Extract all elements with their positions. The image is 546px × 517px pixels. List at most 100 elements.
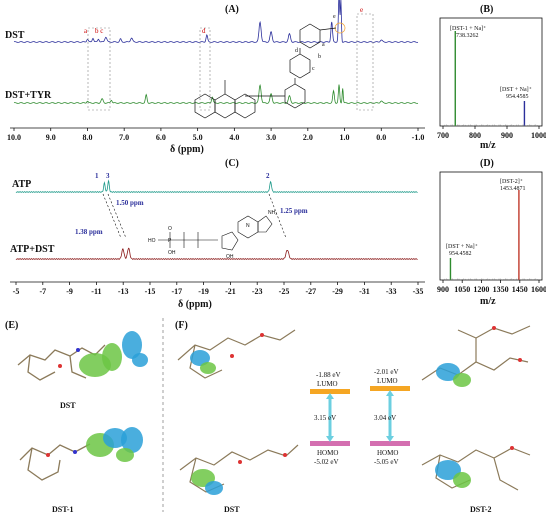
axis-c-tick-label: -9 — [66, 287, 73, 296]
highlight-box-e — [356, 13, 374, 111]
dst-lumo-bar — [310, 389, 350, 394]
dst-orbital-model — [17, 331, 148, 381]
axis-a-tick-label: 1.0 — [340, 133, 350, 142]
panel-a-label: (A) — [225, 4, 239, 15]
peak-d-marker: d — [202, 27, 206, 35]
trace-atp-dst-label: ATP+DST — [10, 244, 55, 255]
atp-structure — [158, 215, 273, 251]
dst2-homo-label: HOMO — [377, 449, 398, 457]
axis-c-tick-label: -35 — [413, 287, 424, 296]
axis-d-tick-label: 1600 — [531, 285, 546, 294]
axis-a-tick-label: 4.0 — [229, 133, 239, 142]
axis-a-tick-label: 9.0 — [46, 133, 56, 142]
axis-c-tick-label: -23 — [252, 287, 263, 296]
struct-letter-e: e — [333, 14, 336, 20]
dst-structure — [194, 22, 346, 119]
axis-c-ticks: -5 -7 -9 -11 -13 -15 -17 -19 -21 -23 -25 -27 -29 -31 -… — [13, 282, 424, 296]
ms-b-peaks — [444, 31, 538, 126]
dst2-lumo-energy: -2.01 eV — [374, 368, 399, 376]
axis-a-tick-label: 10.0 — [7, 133, 21, 142]
axis-b-tick-label: 700 — [437, 131, 449, 140]
axis-b-ticks: 700 800 900 1000 — [437, 126, 546, 140]
atp-oh: OH — [168, 250, 176, 256]
peak-e-marker: e — [360, 6, 363, 14]
dst-tyr-nmr-trace — [13, 83, 419, 104]
dst-lumo-energy: -1.88 eV — [316, 371, 341, 379]
axis-d-tick-label: 1200 — [473, 285, 489, 294]
ms-d-ion1: [DST + Na]⁺ — [446, 243, 478, 250]
axis-d-label: m/z — [480, 296, 496, 307]
atp-31p-trace — [15, 179, 418, 193]
trace-atp-label: ATP — [12, 179, 31, 190]
atp-ho: HO — [148, 238, 156, 244]
dst1-orbital-model — [19, 427, 143, 481]
dst-homo-model — [179, 444, 299, 495]
axis-c-tick-label: -25 — [279, 287, 290, 296]
axis-c-tick-label: -31 — [359, 287, 370, 296]
shift-line-2 — [268, 193, 287, 239]
ms-b-ion1: [DST-1 + Na]⁺ — [450, 25, 486, 32]
peak-1-label: 1 — [95, 172, 99, 180]
ms-d-peaks — [444, 190, 538, 280]
trace-dst-tyr-label: DST+TYR — [5, 90, 52, 101]
axis-a-tick-label: 8.0 — [82, 133, 92, 142]
trace-dst-label: DST — [5, 30, 25, 41]
peak-3-label: 3 — [106, 172, 110, 180]
ms-d-ion2: [DST-2]⁺ — [500, 178, 523, 185]
struct-letter-b: b — [318, 54, 321, 60]
axis-c-tick-label: -7 — [39, 287, 46, 296]
struct-letter-c: c — [312, 66, 315, 72]
axis-c-tick-label: -17 — [171, 287, 182, 296]
dst2-homo-bar — [370, 441, 410, 446]
axis-a-tick-label: -1.0 — [412, 133, 425, 142]
atp-p: P — [168, 238, 172, 244]
f-dst2-name: DST-2 — [470, 505, 492, 514]
e-dst-name: DST — [60, 401, 76, 410]
axis-a-tick-label: 5.0 — [193, 133, 203, 142]
axis-a-tick-label: 2.0 — [303, 133, 313, 142]
shift-2-label: 1.25 ppm — [280, 207, 308, 215]
axis-a-tick-label: 6.0 — [156, 133, 166, 142]
struct-letter-d: d — [295, 48, 298, 54]
dst2-homo-model — [421, 446, 531, 491]
dst2-gap-label: 3.04 eV — [374, 414, 396, 422]
ms-d-ion2-mz: 1453.4871 — [500, 186, 526, 192]
axis-d-tick-label: 1350 — [493, 285, 509, 294]
dst-homo-energy: -5.02 eV — [314, 458, 339, 466]
panel-d-frame — [439, 171, 543, 281]
peak-a-marker: a — [84, 27, 88, 35]
axis-d-tick-label: 1050 — [454, 285, 470, 294]
axis-c-tick-label: -21 — [225, 287, 236, 296]
axis-a-tick-label: 3.0 — [266, 133, 276, 142]
dst-gap-label: 3.15 eV — [314, 414, 336, 422]
axis-b-tick-label: 800 — [469, 131, 481, 140]
ms-d-ion1-mz: 954.4582 — [449, 251, 472, 257]
dst-homo-bar — [310, 441, 350, 446]
dst2-lumo-model — [421, 325, 531, 387]
axis-a-label: δ (ppm) — [170, 144, 204, 155]
axis-c-tick-label: -13 — [118, 287, 129, 296]
atp-nh2: NH₂ — [268, 210, 277, 216]
axis-c-tick-label: -29 — [332, 287, 343, 296]
axis-a-tick-label: 7.0 — [119, 133, 129, 142]
dst-lumo-model — [177, 329, 296, 379]
ms-b-ion2-mz: 954.4585 — [506, 94, 529, 100]
dst2-homo-energy: -5.05 eV — [374, 458, 399, 466]
panel-d-label: (D) — [480, 158, 494, 169]
atp-o: O — [168, 226, 172, 232]
panel-f-label: (F) — [175, 320, 188, 331]
e-dst1-name: DST-1 — [52, 505, 74, 514]
axis-d-tick-label: 900 — [437, 285, 449, 294]
f-dst-name: DST — [224, 505, 240, 514]
peak-2-label: 2 — [266, 172, 270, 180]
dst-nmr-trace — [13, 0, 419, 43]
axis-c-tick-label: -11 — [91, 287, 101, 296]
dst-lumo-label: LUMO — [317, 380, 338, 388]
axis-d-tick-label: 1450 — [512, 285, 528, 294]
axis-a-tick-label: 0.0 — [376, 133, 386, 142]
peak-bc-marker: b c — [95, 27, 103, 35]
panel-b-label: (B) — [480, 4, 493, 15]
axis-b-tick-label: 900 — [501, 131, 513, 140]
axis-c-tick-label: -5 — [13, 287, 20, 296]
